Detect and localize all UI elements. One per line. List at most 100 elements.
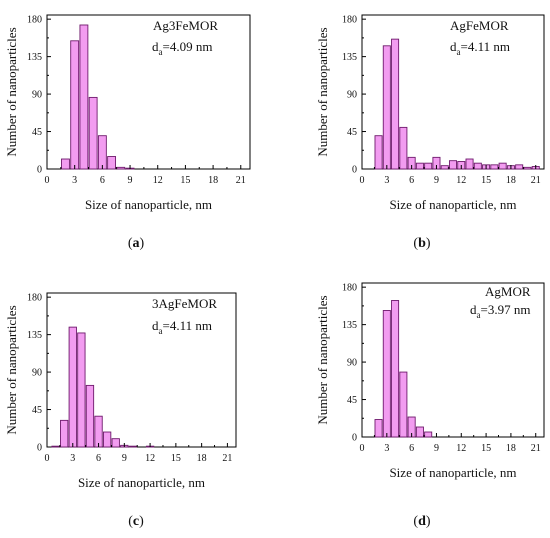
x-tick-label: 6 bbox=[100, 175, 105, 186]
bar-7 bbox=[107, 156, 117, 170]
y-axis-label: Number of nanoparticles bbox=[315, 295, 330, 424]
bar-2 bbox=[374, 419, 383, 438]
x-tick-label: 15 bbox=[481, 443, 491, 454]
y-tick-label: 180 bbox=[342, 283, 357, 294]
plot-frame bbox=[46, 14, 251, 170]
bar-1 bbox=[51, 445, 60, 448]
bar-20 bbox=[523, 166, 532, 170]
bar-4 bbox=[79, 24, 89, 170]
bar-4 bbox=[77, 332, 86, 448]
y-tick-label: 90 bbox=[347, 90, 357, 101]
panel-caption: (c) bbox=[128, 514, 144, 529]
y-tick-label: 135 bbox=[27, 52, 42, 63]
x-tick-label: 21 bbox=[222, 453, 232, 464]
y-tick-label: 0 bbox=[352, 433, 357, 444]
bar-4 bbox=[391, 38, 400, 170]
mean-size-label: da=4.09 nm bbox=[152, 39, 212, 57]
y-tick-label: 90 bbox=[32, 90, 42, 101]
plot-frame bbox=[46, 292, 237, 448]
y-tick-label: 90 bbox=[32, 368, 42, 379]
panel-caption-letter: a bbox=[133, 236, 140, 251]
bar-14 bbox=[473, 162, 482, 170]
x-tick-label: 6 bbox=[409, 175, 414, 186]
y-tick-label: 90 bbox=[347, 358, 357, 369]
mean-size-label: da=3.97 nm bbox=[470, 302, 530, 320]
bar-2 bbox=[60, 419, 69, 448]
x-tick-label: 0 bbox=[360, 443, 365, 454]
y-axis-label: Number of nanoparticles bbox=[315, 27, 330, 156]
x-tick-label: 3 bbox=[384, 175, 389, 186]
x-axis-label: Size of nanoparticle, nm bbox=[85, 197, 212, 212]
x-tick-label: 18 bbox=[506, 175, 516, 186]
y-tick-label: 45 bbox=[32, 127, 42, 138]
stat-value: =3.97 nm bbox=[481, 302, 531, 317]
x-tick-label: 18 bbox=[506, 443, 516, 454]
y-tick-label: 0 bbox=[37, 165, 42, 176]
x-tick-label: 6 bbox=[96, 453, 101, 464]
bar-7 bbox=[415, 162, 424, 170]
x-tick-label: 15 bbox=[481, 175, 491, 186]
bar-7 bbox=[102, 431, 112, 448]
x-tick-label: 12 bbox=[456, 175, 466, 186]
y-axis-label: Number of nanoparticles bbox=[4, 305, 19, 434]
panel-caption-letter: c bbox=[133, 514, 139, 529]
bar-5 bbox=[85, 384, 95, 448]
y-tick-label: 180 bbox=[27, 15, 42, 26]
x-tick-label: 9 bbox=[122, 453, 127, 464]
x-tick-label: 12 bbox=[456, 443, 466, 454]
bar-6 bbox=[94, 415, 103, 448]
y-tick-label: 0 bbox=[352, 165, 357, 176]
bar-13 bbox=[465, 158, 474, 170]
panel-caption: (b) bbox=[413, 236, 430, 251]
bar-8 bbox=[111, 438, 120, 448]
stat-value: =4.11 nm bbox=[163, 318, 212, 333]
stat-symbol: d bbox=[152, 318, 159, 333]
panel-caption: (a) bbox=[128, 236, 145, 251]
panel-d: 0 3 6 9 12 15 18 21 0 45 90 135 180 Size of nanoparti… bbox=[315, 282, 545, 529]
x-tick-label: 21 bbox=[531, 175, 541, 186]
sample-label: AgFeMOR bbox=[450, 18, 509, 33]
stat-symbol: d bbox=[152, 39, 159, 54]
bar-6 bbox=[97, 135, 107, 170]
bar-8 bbox=[116, 166, 126, 170]
bar-2 bbox=[61, 158, 70, 170]
x-axis-label: Size of nanoparticle, nm bbox=[389, 197, 516, 212]
x-tick-label: 3 bbox=[70, 453, 75, 464]
stat-value: =4.11 nm bbox=[461, 39, 510, 54]
bar-17 bbox=[498, 162, 507, 170]
x-tick-label: 21 bbox=[236, 175, 246, 186]
x-tick-label: 21 bbox=[531, 443, 541, 454]
x-tick-label: 6 bbox=[409, 443, 414, 454]
sample-label: AgMOR bbox=[485, 284, 531, 299]
bar-5 bbox=[399, 126, 408, 170]
x-tick-label: 12 bbox=[145, 453, 155, 464]
bar-11 bbox=[448, 160, 458, 170]
y-tick-label: 45 bbox=[32, 405, 42, 416]
x-tick-label: 3 bbox=[72, 175, 77, 186]
x-tick-label: 0 bbox=[45, 453, 50, 464]
x-tick-label: 15 bbox=[171, 453, 181, 464]
panel-caption-letter: b bbox=[418, 236, 426, 251]
y-tick-label: 180 bbox=[27, 293, 42, 304]
x-tick-label: 0 bbox=[45, 175, 50, 186]
sample-label: 3AgFeMOR bbox=[152, 296, 217, 311]
bar-3 bbox=[382, 45, 391, 170]
y-tick-label: 45 bbox=[347, 127, 357, 138]
bar-10 bbox=[128, 445, 138, 448]
bar-16 bbox=[490, 164, 499, 170]
x-tick-label: 12 bbox=[153, 175, 163, 186]
bar-5 bbox=[399, 371, 408, 438]
stat-subscript: a bbox=[159, 326, 163, 336]
stat-subscript: a bbox=[477, 310, 481, 320]
bar-2 bbox=[374, 135, 383, 170]
mean-size-label: da=4.11 nm bbox=[450, 39, 510, 57]
stat-value: =4.09 nm bbox=[163, 39, 213, 54]
panel-caption: (d) bbox=[413, 514, 430, 529]
mean-size-label: da=4.11 nm bbox=[152, 318, 212, 336]
y-tick-label: 0 bbox=[37, 443, 42, 454]
bar-3 bbox=[70, 40, 80, 170]
bar-7 bbox=[415, 426, 424, 438]
x-tick-label: 15 bbox=[180, 175, 190, 186]
bar-4 bbox=[391, 300, 400, 438]
x-tick-label: 3 bbox=[384, 443, 389, 454]
